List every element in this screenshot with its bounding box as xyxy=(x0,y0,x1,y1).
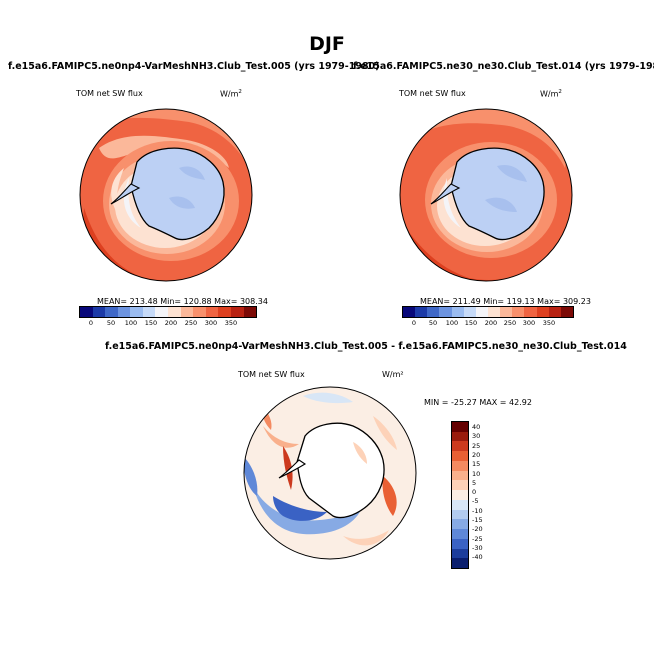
panel1-colorbar xyxy=(79,306,257,318)
panel1-stats: MEAN= 213.48 Min= 120.88 Max= 308.34 xyxy=(97,297,268,306)
diff-case-title: f.e15a6.FAMIPC5.ne0np4-VarMeshNH3.Club_T… xyxy=(105,341,627,352)
panel2-tick: 200 xyxy=(484,319,498,327)
panel2-tick: 50 xyxy=(428,319,438,327)
diff-colorbar-label: 25 xyxy=(472,441,481,450)
diff-colorbar-labels: 40 30 25 20 15 10 5 0 -5 -10 -15 -20 -25… xyxy=(455,423,495,563)
panel1-tick: 200 xyxy=(164,319,178,327)
panel1-tick: 150 xyxy=(144,319,158,327)
diff-colorbar xyxy=(451,421,469,569)
panel2-units: W/m2 xyxy=(540,89,562,99)
diff-colorbar-label: 10 xyxy=(472,469,481,478)
panel1-polar-map xyxy=(79,108,253,282)
panel1-tick: 350 xyxy=(224,319,238,327)
panel1-tick: 300 xyxy=(204,319,218,327)
panel1-tick: 100 xyxy=(124,319,138,327)
panel2-polar-map xyxy=(399,108,573,282)
panel2-case-title: f.e15a6.FAMIPC5.ne30_ne30.Club_Test.014 … xyxy=(353,61,654,72)
panel2-colorbar-ticks: 0 50 100 150 200 250 300 350 xyxy=(402,319,572,329)
diff-colorbar-label: -10 xyxy=(472,506,483,515)
panel1-case-title: f.e15a6.FAMIPC5.ne0np4-VarMeshNH3.Club_T… xyxy=(8,61,380,72)
panel2-stats: MEAN= 211.49 Min= 119.13 Max= 309.23 xyxy=(420,297,591,306)
panel2-tick: 100 xyxy=(445,319,459,327)
panel2-tick: 250 xyxy=(503,319,517,327)
diff-colorbar-label: -20 xyxy=(472,525,483,534)
diff-colorbar-label: 30 xyxy=(472,432,481,441)
panel2-tick: 300 xyxy=(522,319,536,327)
diff-colorbar-label: 0 xyxy=(472,488,477,497)
diff-colorbar-label: -25 xyxy=(472,534,483,543)
panel2-tick: 350 xyxy=(542,319,556,327)
diff-colorbar-label: 5 xyxy=(472,478,477,487)
diff-variable-label: TOM net SW flux xyxy=(238,370,305,379)
diff-colorbar-label: -15 xyxy=(472,516,483,524)
diff-stats: MIN = -25.27 MAX = 42.92 xyxy=(424,398,532,407)
panel1-units: W/m2 xyxy=(220,89,242,99)
panel2-colorbar xyxy=(402,306,574,318)
diff-units: W/m² xyxy=(382,370,404,379)
panel2-tick: 150 xyxy=(464,319,478,327)
panel2-tick: 0 xyxy=(411,319,417,327)
diff-colorbar-label: 15 xyxy=(472,460,481,469)
panel1-tick: 250 xyxy=(184,319,198,327)
diff-colorbar-label: -5 xyxy=(472,497,479,506)
panel1-tick: 50 xyxy=(106,319,116,327)
panel1-tick: 0 xyxy=(88,319,94,327)
diff-colorbar-label: -40 xyxy=(472,553,483,562)
panel1-colorbar-ticks: 0 50 100 150 200 250 300 350 xyxy=(79,319,255,329)
panel1-variable-label: TOM net SW flux xyxy=(76,89,143,98)
diff-polar-map xyxy=(243,386,417,560)
diff-colorbar-label: 40 xyxy=(472,423,481,431)
diff-colorbar-label: -30 xyxy=(472,543,483,552)
panel2-variable-label: TOM net SW flux xyxy=(399,89,466,98)
figure-title: DJF xyxy=(309,33,345,55)
diff-colorbar-label: 20 xyxy=(472,450,481,459)
